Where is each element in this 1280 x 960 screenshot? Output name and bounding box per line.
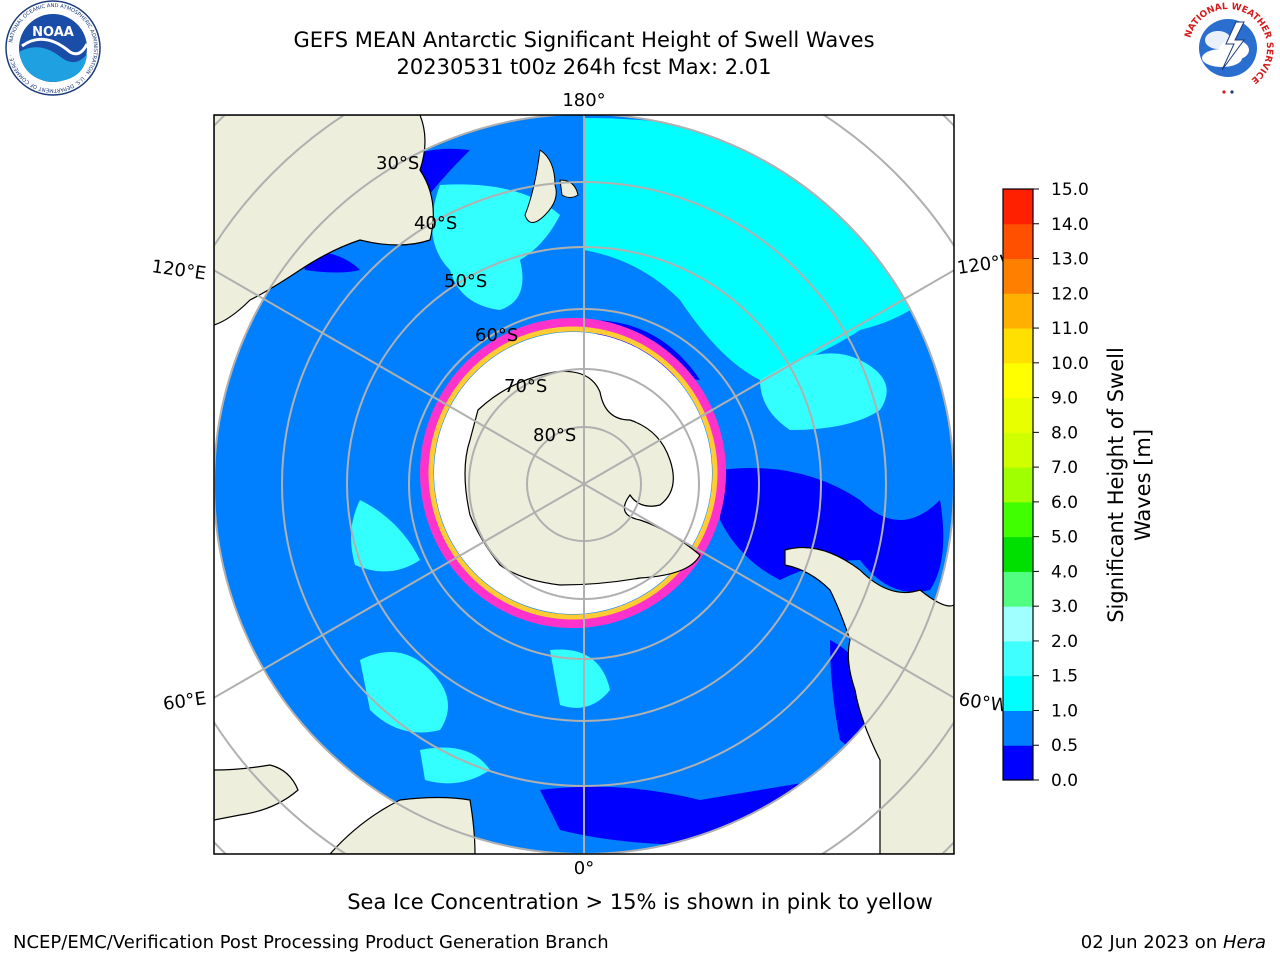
- colorbar-segment: [1003, 189, 1033, 225]
- colorbar-tick-label: 8.0: [1051, 423, 1078, 443]
- cyan-region-indian-south: [420, 747, 490, 784]
- colorbar-tick-label: 13.0: [1051, 250, 1089, 270]
- colorbar-tick-label: 1.0: [1051, 701, 1078, 721]
- colorbar-segment: [1003, 293, 1033, 329]
- footer-machine: Hera: [1222, 932, 1266, 953]
- cyan-region-pacific: [584, 118, 925, 380]
- colorbar-segment: [1003, 432, 1033, 468]
- colorbar-segment: [1003, 328, 1033, 364]
- footer-credit: NCEP/EMC/Verification Post Processing Pr…: [13, 932, 609, 953]
- colorbar-tick-label: 11.0: [1051, 319, 1089, 339]
- colorbar-segment: [1003, 223, 1033, 260]
- footer-date: 02 Jun 2023 on Hera: [1081, 932, 1266, 953]
- colorbar-tick-label: 0.5: [1051, 736, 1078, 756]
- footer-date-text: 02 Jun 2023 on: [1080, 932, 1223, 953]
- map-frame: [213, 114, 955, 855]
- lat-label-60s: 60°S: [475, 325, 518, 346]
- colorbar-label-line2: Waves [m]: [1131, 429, 1155, 541]
- land-new-zealand-south: [524, 149, 557, 223]
- lon-label-180: 180°: [562, 90, 605, 111]
- colorbar-frame: [1002, 188, 1034, 781]
- colorbar-tick-label: 6.0: [1051, 493, 1078, 513]
- colorbar-segment: [1003, 745, 1033, 781]
- colorbar-tick-label: 10.0: [1051, 354, 1089, 374]
- cyan-region-kerguelen: [351, 500, 420, 572]
- colorbar-tick-label: 3.0: [1051, 597, 1078, 617]
- colorbar-segment: [1003, 362, 1033, 399]
- colorbar-tick-label: 9.0: [1051, 389, 1078, 409]
- colorbar-tick-label: 7.0: [1051, 458, 1078, 478]
- colorbar-label-line1: Significant Height of Swell: [1104, 347, 1128, 623]
- colorbar-tick-label: 5.0: [1051, 528, 1078, 548]
- colorbar-segment: [1003, 571, 1033, 607]
- colorbar-segment: [1003, 606, 1033, 642]
- blue-region-drake-passage: [720, 468, 944, 592]
- land-madagascar: [214, 764, 299, 821]
- colorbar-segment: [1003, 258, 1033, 294]
- noaa-logo-icon: NOAA NATIONAL OCEANIC AND ATMOSPHERIC AD…: [5, 0, 101, 96]
- colorbar-segment: [1003, 501, 1033, 538]
- colorbar-tick-label: 14.0: [1051, 215, 1089, 235]
- chart-subtitle: 20230531 t00z 264h fcst Max: 2.01: [396, 55, 772, 79]
- cyan-region-south-indian: [360, 652, 448, 733]
- sea-ice-note: Sea Ice Concentration > 15% is shown in …: [347, 890, 933, 914]
- nws-logo-icon: NATIONAL WEATHER SERVICE: [1182, 2, 1274, 94]
- colorbar-tick-label: 1.5: [1051, 667, 1078, 687]
- colorbar-segment: [1003, 397, 1033, 433]
- colorbar-tick-label: 2.0: [1051, 632, 1078, 652]
- lat-label-80s: 80°S: [533, 425, 576, 446]
- colorbar-tick-label: 0.0: [1051, 771, 1078, 791]
- lat-label-50s: 50°S: [444, 271, 487, 292]
- lat-label-70s: 70°S: [504, 376, 547, 397]
- colorbar-segment: [1003, 536, 1033, 572]
- colorbar-segment: [1003, 675, 1033, 711]
- chart-title: GEFS MEAN Antarctic Significant Height o…: [293, 28, 875, 52]
- land-africa: [329, 796, 476, 854]
- graticule: [214, 115, 954, 854]
- colorbar-ticks: 0.0 0.5 1.0 1.5 2.0 3.0 4.0 5.0 6.0 7.0 8.0 9.0 10.0…: [1033, 180, 1089, 791]
- colorbar-segment: [1003, 467, 1033, 503]
- colorbar-tick-label: 12.0: [1051, 284, 1089, 304]
- cyan-region-southeast-pacific: [760, 353, 887, 430]
- noaa-logo-text: NOAA: [32, 25, 74, 40]
- cyan-region-south-atlantic: [550, 649, 610, 708]
- colorbar-tick-label: 15.0: [1051, 180, 1089, 200]
- colorbar-segments: [1003, 189, 1033, 781]
- lat-label-40s: 40°S: [414, 213, 457, 234]
- colorbar-tick-label: 4.0: [1051, 562, 1078, 582]
- colorbar-segment: [1003, 710, 1033, 746]
- lon-label-0: 0°: [574, 858, 594, 879]
- colorbar-segment: [1003, 640, 1033, 677]
- lat-label-30s: 30°S: [376, 153, 419, 174]
